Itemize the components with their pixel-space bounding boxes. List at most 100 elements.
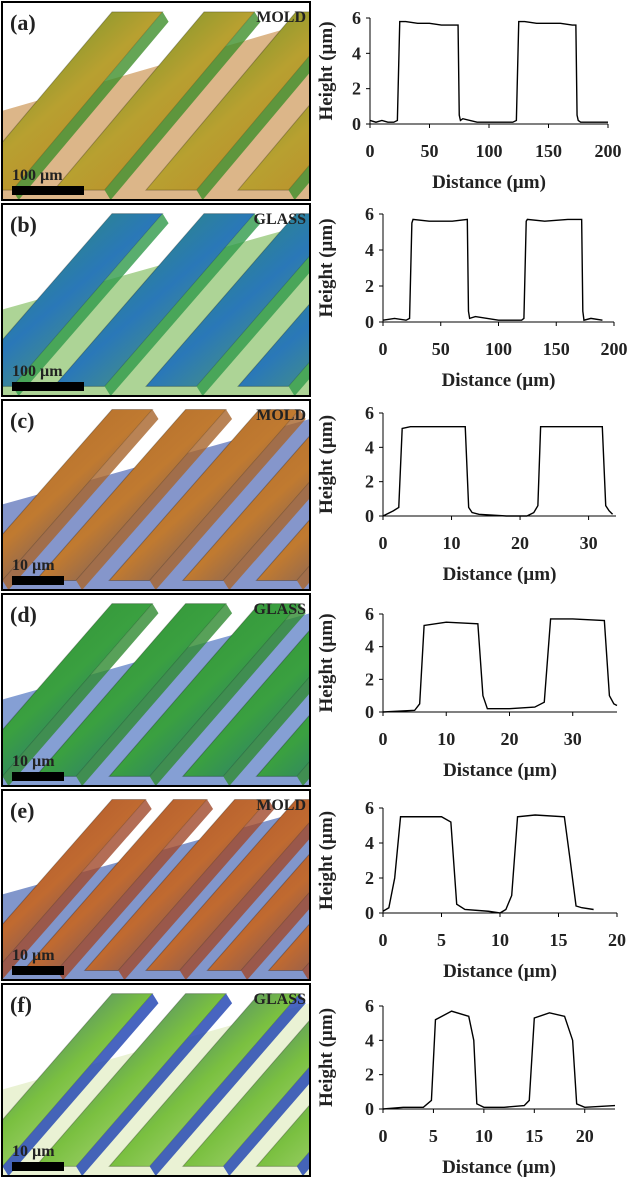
image-panel: (f) GLASS 10 µm bbox=[1, 983, 311, 1177]
y-tick-label: 0 bbox=[365, 1099, 374, 1119]
x-tick-label: 10 bbox=[437, 729, 455, 749]
scale-label: 10 µm bbox=[12, 753, 55, 770]
scale-label: 10 µm bbox=[12, 557, 55, 574]
x-tick-label: 15 bbox=[525, 1126, 543, 1146]
x-axis-title: Distance (µm) bbox=[432, 172, 546, 193]
image-border bbox=[1, 789, 311, 981]
material-label: MOLD bbox=[256, 797, 306, 814]
y-tick-label: 6 bbox=[352, 8, 361, 28]
stripe-side bbox=[179, 821, 310, 980]
y-axis-title: Height (µm) bbox=[316, 811, 337, 910]
stripe-side bbox=[76, 603, 233, 786]
scale-bar bbox=[12, 382, 84, 391]
image-border bbox=[1, 203, 311, 397]
stripe bbox=[255, 1103, 310, 1167]
x-tick-label: 20 bbox=[500, 729, 518, 749]
stripe-side bbox=[296, 1151, 310, 1176]
x-tick-label: 50 bbox=[421, 141, 439, 161]
stripe-side bbox=[296, 761, 310, 786]
panel-label: (e) bbox=[10, 798, 34, 823]
y-axis-title: Height (µm) bbox=[316, 613, 337, 712]
image-panel: (b) GLASS 100 µm bbox=[1, 203, 311, 397]
y-tick-label: 6 bbox=[365, 604, 374, 624]
image-border bbox=[1, 1, 311, 201]
y-tick-label: 6 bbox=[365, 798, 374, 818]
x-tick-label: 10 bbox=[475, 1126, 493, 1146]
material-label: GLASS bbox=[254, 211, 307, 228]
stripes bbox=[2, 409, 310, 590]
stripe-side bbox=[57, 799, 214, 980]
profile-line bbox=[369, 20, 608, 123]
stripe-side bbox=[196, 55, 310, 200]
x-tick-label: 20 bbox=[576, 1126, 594, 1146]
y-tick-label: 4 bbox=[365, 1030, 374, 1050]
profile-line bbox=[382, 218, 603, 322]
stripe-side bbox=[288, 164, 310, 200]
x-tick-label: 5 bbox=[429, 1126, 438, 1146]
x-tick-label: 100 bbox=[485, 339, 512, 359]
x-tick-label: 0 bbox=[379, 930, 388, 950]
stripe-side bbox=[76, 993, 233, 1176]
profile-line bbox=[382, 814, 594, 914]
stripe bbox=[255, 713, 310, 777]
stripe bbox=[255, 518, 310, 581]
y-tick-label: 4 bbox=[365, 240, 374, 260]
stripe-side bbox=[2, 799, 152, 980]
material-label: GLASS bbox=[254, 601, 307, 618]
scale-label: 10 µm bbox=[12, 1143, 55, 1160]
scale-bar bbox=[12, 1162, 64, 1171]
y-tick-label: 2 bbox=[352, 79, 361, 99]
stripe-side bbox=[223, 676, 310, 786]
stripe-side bbox=[296, 565, 310, 590]
y-tick-label: 0 bbox=[365, 312, 374, 332]
y-tick-label: 2 bbox=[365, 669, 374, 689]
scale-bar bbox=[12, 966, 64, 975]
stripes bbox=[2, 993, 310, 1176]
x-axis-title: Distance (µm) bbox=[442, 370, 556, 391]
stripe-side bbox=[223, 481, 310, 590]
y-tick-label: 4 bbox=[352, 43, 361, 63]
x-tick-label: 200 bbox=[601, 339, 628, 359]
stripe bbox=[181, 1019, 310, 1167]
y-axis-title: Height (µm) bbox=[316, 415, 337, 514]
stripe bbox=[181, 434, 310, 581]
y-tick-label: 0 bbox=[365, 903, 374, 923]
x-axis-title: Distance (µm) bbox=[443, 961, 557, 982]
image-panel: (c) MOLD 10 µm bbox=[1, 399, 311, 591]
x-tick-label: 50 bbox=[432, 339, 450, 359]
stripe-side bbox=[196, 255, 310, 396]
stripe bbox=[236, 302, 310, 387]
image-border bbox=[1, 593, 311, 787]
image-border bbox=[1, 983, 311, 1177]
stripes bbox=[2, 11, 310, 200]
material-label: MOLD bbox=[256, 9, 306, 26]
profile-line bbox=[382, 1010, 616, 1110]
x-tick-label: 5 bbox=[437, 930, 446, 950]
stripe bbox=[181, 629, 310, 777]
x-tick-label: 0 bbox=[366, 141, 375, 161]
stripe-side bbox=[2, 409, 159, 590]
y-tick-label: 4 bbox=[365, 637, 374, 657]
scale-bar bbox=[12, 772, 64, 781]
panel-label: (a) bbox=[10, 10, 36, 35]
stripe-side bbox=[104, 11, 261, 200]
y-tick-label: 2 bbox=[365, 472, 374, 492]
stripe bbox=[206, 852, 310, 971]
x-tick-label: 100 bbox=[476, 141, 503, 161]
stripe-side bbox=[12, 213, 169, 396]
y-tick-label: 6 bbox=[365, 204, 374, 224]
x-axis-title: Distance (µm) bbox=[442, 1157, 556, 1178]
image-panel: (e) MOLD 10 µm bbox=[1, 789, 311, 981]
x-tick-label: 30 bbox=[564, 729, 582, 749]
image-border bbox=[1, 399, 311, 591]
stripe-side bbox=[149, 993, 306, 1176]
x-tick-label: 0 bbox=[379, 1126, 388, 1146]
stripe bbox=[144, 213, 310, 387]
y-tick-label: 4 bbox=[365, 437, 374, 457]
stripe bbox=[267, 922, 310, 971]
panel-label: (c) bbox=[10, 408, 34, 433]
x-tick-label: 0 bbox=[379, 729, 388, 749]
y-tick-label: 2 bbox=[365, 276, 374, 296]
stripe-side bbox=[149, 603, 306, 786]
